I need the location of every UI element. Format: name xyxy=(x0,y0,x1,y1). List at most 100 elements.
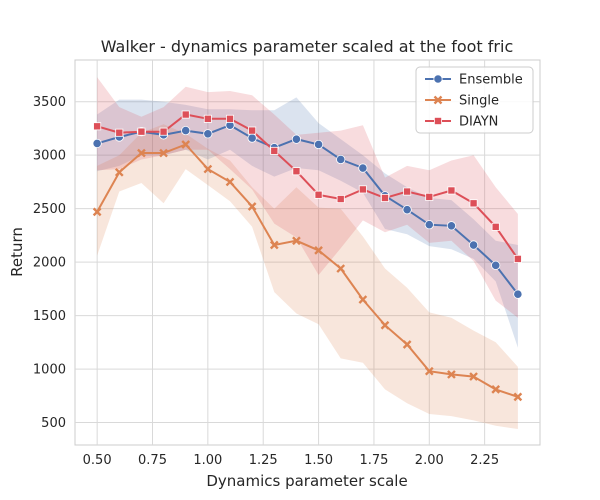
data-point xyxy=(92,138,102,149)
x-axis-label: Dynamics parameter scale xyxy=(206,472,407,490)
y-axis-ticks: 500 1000 1500 2000 2500 3000 3500 xyxy=(33,95,66,431)
data-point-stroke xyxy=(137,148,146,158)
data-point xyxy=(247,202,257,211)
data-point-stroke xyxy=(269,240,279,250)
data-point xyxy=(92,207,102,217)
data-point-stroke xyxy=(447,370,456,379)
y-tick-label: 2000 xyxy=(33,256,66,271)
data-point xyxy=(491,385,501,394)
data-point-stroke xyxy=(513,392,523,402)
data-point xyxy=(468,240,479,250)
x-tick-label: 2.25 xyxy=(470,453,499,468)
data-point xyxy=(203,129,213,139)
data-point xyxy=(269,240,279,250)
data-point xyxy=(446,221,457,231)
confidence-bands xyxy=(97,77,518,429)
data-point-stroke xyxy=(358,295,368,304)
x-tick-label: 0.75 xyxy=(138,453,167,468)
data-point xyxy=(313,139,324,150)
data-point-stroke xyxy=(92,207,102,217)
confidence-band-ensemble xyxy=(97,97,518,348)
data-point-stroke xyxy=(402,340,412,349)
x-tick-label: 1.50 xyxy=(304,453,333,468)
legend-box xyxy=(415,66,534,134)
data-point-stroke xyxy=(247,202,257,211)
data-point xyxy=(402,205,412,215)
data-point xyxy=(336,195,345,204)
data-point xyxy=(513,289,523,299)
y-tick-label: 1500 xyxy=(33,309,66,324)
data-point xyxy=(469,372,478,381)
legend-label: DIAYN xyxy=(459,115,498,130)
data-point xyxy=(137,148,146,158)
data-point xyxy=(225,114,234,123)
data-point xyxy=(181,140,191,149)
data-point xyxy=(403,187,412,196)
chart-title: Walker - dynamics parameter scaled at th… xyxy=(101,37,513,56)
series-markers xyxy=(92,110,523,402)
data-point xyxy=(159,127,168,136)
data-point xyxy=(358,163,368,173)
data-point xyxy=(424,366,434,376)
x-tick-label: 1.00 xyxy=(193,453,222,468)
data-point xyxy=(336,264,346,273)
data-point xyxy=(380,320,390,330)
x-tick-label: 1.25 xyxy=(249,453,278,468)
data-point xyxy=(513,392,523,402)
data-point xyxy=(181,125,191,136)
legend-label: Ensemble xyxy=(459,73,523,88)
data-point xyxy=(159,148,168,158)
data-point-stroke xyxy=(114,167,124,177)
y-tick-label: 1000 xyxy=(33,363,66,378)
x-tick-label: 2.00 xyxy=(415,453,444,468)
series-line-single xyxy=(96,143,519,398)
data-point xyxy=(93,122,102,131)
data-point xyxy=(336,154,346,165)
data-point xyxy=(203,114,212,123)
data-point xyxy=(447,186,456,195)
data-point xyxy=(380,193,389,202)
x-tick-label: 0.50 xyxy=(83,453,112,468)
data-point-stroke xyxy=(181,140,191,149)
data-point xyxy=(115,128,124,137)
data-point xyxy=(181,110,190,119)
legend-marker xyxy=(433,95,443,105)
data-point-stroke xyxy=(491,385,501,394)
data-point-stroke xyxy=(159,148,168,158)
legend-label: Single xyxy=(459,94,499,109)
data-point xyxy=(137,127,146,136)
data-point-stroke xyxy=(469,372,478,381)
data-point xyxy=(491,260,501,270)
data-point xyxy=(270,146,279,155)
x-tick-label: 1.75 xyxy=(359,453,388,468)
data-point xyxy=(247,133,257,143)
y-tick-label: 3500 xyxy=(33,95,66,110)
data-point-stroke xyxy=(380,320,390,330)
legend-marker xyxy=(433,74,443,84)
legend-marker xyxy=(433,117,442,126)
data-point xyxy=(248,126,257,135)
confidence-band-single xyxy=(97,124,518,429)
data-point xyxy=(424,220,434,230)
data-point xyxy=(402,340,412,349)
y-axis-label: Return xyxy=(8,227,26,277)
y-tick-label: 3000 xyxy=(33,149,66,164)
data-point xyxy=(513,254,522,263)
y-tick-label: 2500 xyxy=(33,202,66,217)
data-point-stroke xyxy=(336,264,346,273)
data-point xyxy=(358,295,368,304)
data-point xyxy=(114,167,124,177)
data-point xyxy=(314,190,323,199)
data-point xyxy=(447,370,456,379)
data-point-stroke xyxy=(314,246,323,255)
x-axis-ticks: 0.50 0.75 1.00 1.25 1.50 1.75 2.00 2.25 xyxy=(83,453,499,468)
data-point xyxy=(292,167,301,176)
data-point xyxy=(425,192,434,201)
data-point xyxy=(225,177,235,187)
data-point-stroke xyxy=(225,177,235,187)
data-point xyxy=(203,164,213,174)
data-point xyxy=(469,199,478,208)
data-point xyxy=(491,222,500,231)
data-point xyxy=(358,185,367,194)
